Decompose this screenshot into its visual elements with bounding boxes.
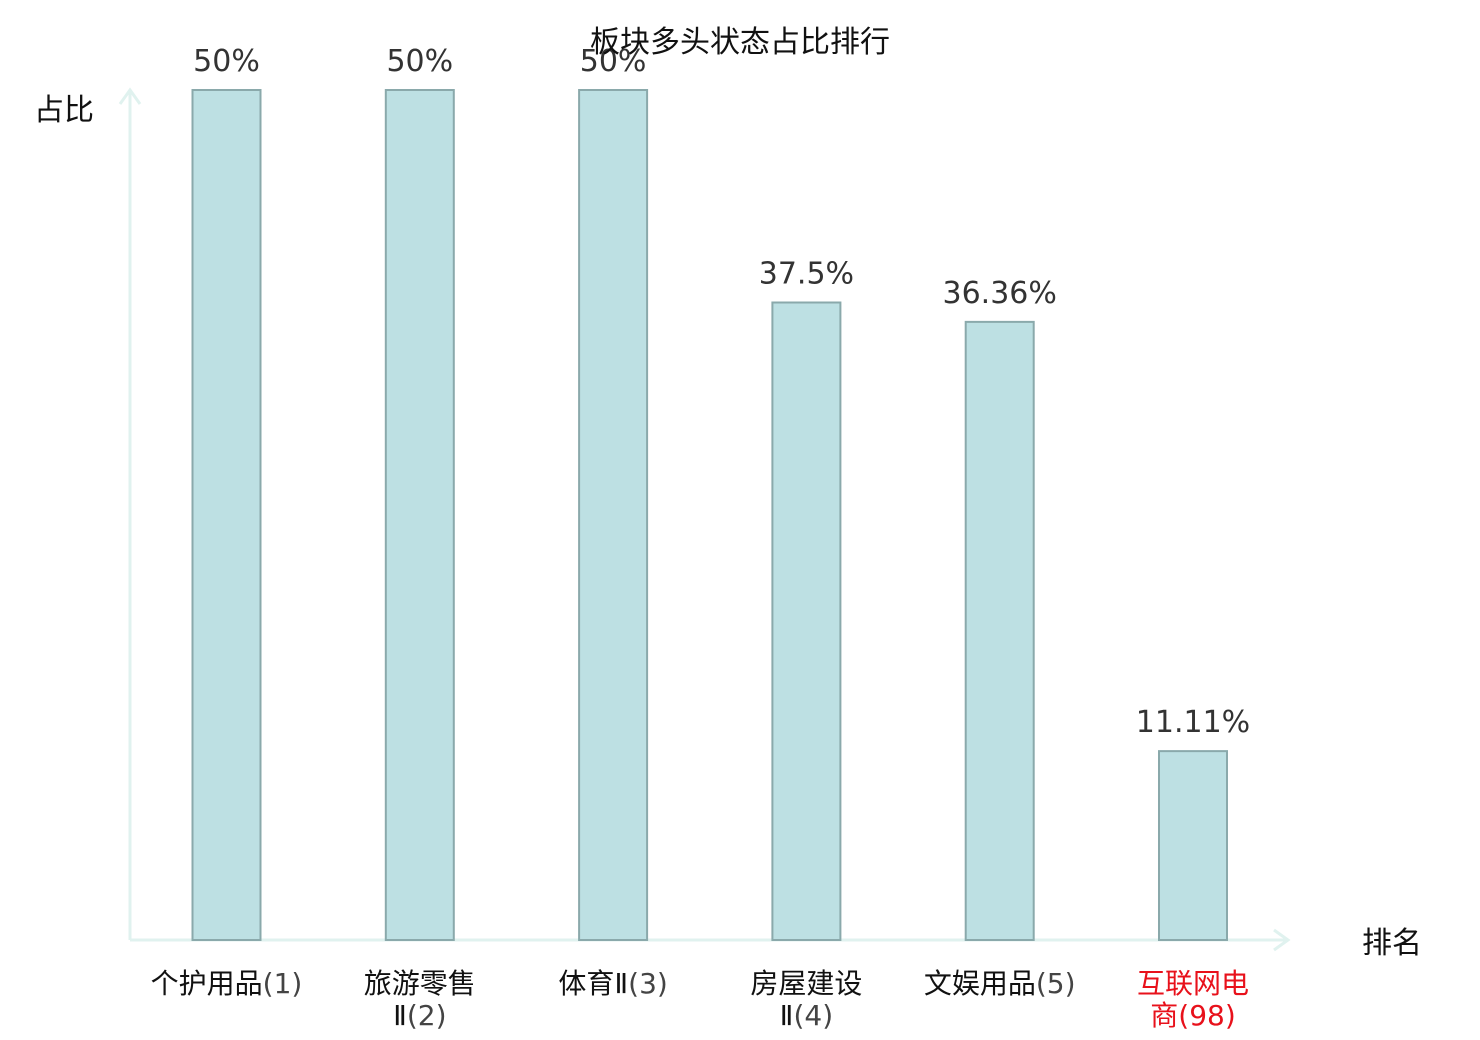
y-axis-arrow-icon (118, 87, 142, 105)
value-label-group: 50% 50% 50% 37.5% 36.36% 11.11% (193, 44, 1250, 740)
bar (384, 89, 455, 941)
x-tick-name: 房屋建设 (750, 967, 862, 1000)
x-tick-label: 文娱用品(5) (924, 967, 1076, 1000)
x-tick-label: 体育Ⅱ(3) (558, 967, 667, 1000)
x-tick-rank: (3) (628, 967, 668, 1000)
x-tick-name: 体育Ⅱ (558, 967, 628, 1000)
chart-axes (118, 87, 1291, 952)
x-tick-rank: (5) (1036, 967, 1076, 1000)
category-label-group: 个护用品(1) 旅游零售 Ⅱ(2)体育Ⅱ(3) 房屋建设 Ⅱ(4)文娱用品(5) 互联网电… (151, 967, 1249, 1032)
x-tick-label: 个护用品(1) (151, 967, 303, 1000)
x-tick-label: 旅游零售 Ⅱ(2) (364, 967, 476, 1032)
chart-title: 板块多头状态占比排行 (590, 25, 890, 60)
bar (1158, 750, 1228, 941)
bar-value-label: 50% (193, 44, 260, 79)
x-axis-arrow-icon (1273, 928, 1291, 952)
bar-value-label: 36.36% (943, 276, 1057, 311)
y-axis-label: 占比 (34, 93, 94, 128)
bar-value-label: 50% (386, 44, 453, 79)
bar-series (191, 89, 1228, 941)
bar-value-label: 11.11% (1136, 705, 1250, 740)
x-tick-name: 个护用品 (151, 967, 263, 1000)
bar (771, 301, 842, 941)
x-tick-name: Ⅱ (780, 999, 794, 1032)
bar (964, 320, 1035, 941)
x-tick-rank: (1) (263, 967, 303, 1000)
x-tick-name: Ⅱ (393, 999, 407, 1032)
x-tick-name: 旅游零售 (364, 967, 476, 1000)
x-tick-label: 互联网电商(98) (1137, 967, 1249, 1032)
bar-value-label: 37.5% (759, 257, 854, 292)
x-tick-rank: (4) (793, 999, 833, 1032)
bar (578, 89, 649, 941)
bar (191, 89, 262, 941)
x-tick-name: 文娱用品 (924, 967, 1036, 1000)
x-tick-rank: (98) (1178, 999, 1235, 1032)
x-tick-name: 商 (1150, 999, 1178, 1032)
x-tick-name: 互联网电 (1137, 967, 1249, 1000)
x-tick-label: 房屋建设 Ⅱ(4) (750, 967, 862, 1032)
x-tick-rank: (2) (407, 999, 447, 1032)
bar-value-label: 50% (580, 44, 647, 79)
x-axis-label: 排名 (1362, 926, 1422, 961)
